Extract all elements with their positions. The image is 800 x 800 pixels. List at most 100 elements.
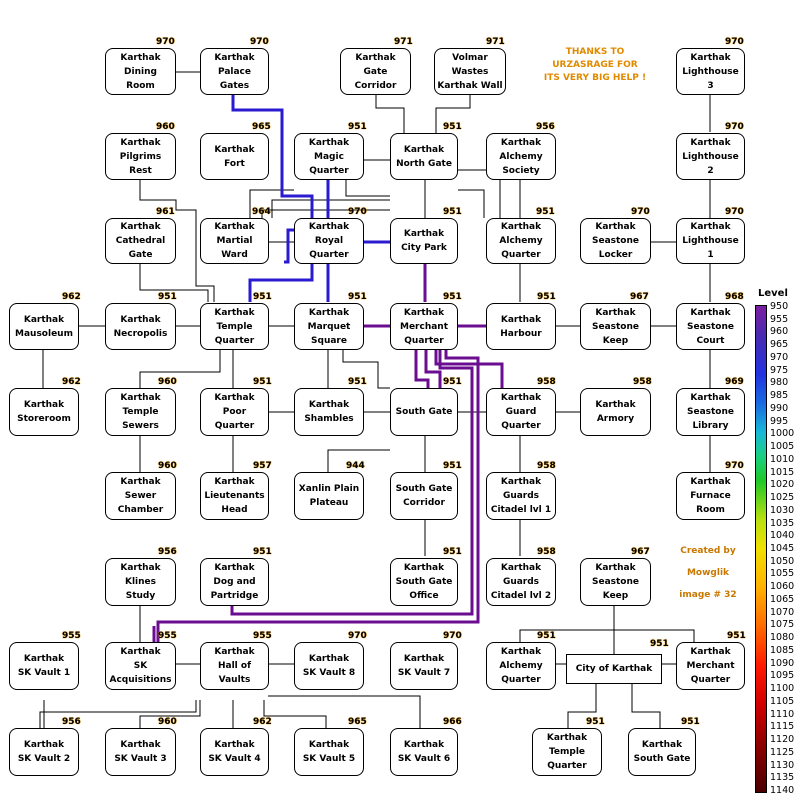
room-karthak-fort[interactable]: Karthak Fort bbox=[200, 133, 269, 180]
room-level-label: 951 bbox=[253, 547, 272, 557]
room-level-label: 965 bbox=[252, 122, 271, 132]
legend-tick-label: 1015 bbox=[770, 466, 795, 478]
room-karthak-lieutenants-head[interactable]: Karthak Lieutenants Head bbox=[200, 472, 269, 520]
legend-tick-label: 1135 bbox=[770, 772, 795, 784]
legend-tick-label: 1030 bbox=[770, 504, 795, 516]
room-level-label: 958 bbox=[537, 377, 556, 387]
room-karthak-alchemy-quarter[interactable]: Karthak Alchemy Quarter bbox=[486, 218, 556, 264]
room-karthak-seastone-keep-2[interactable]: Karthak Seastone Keep bbox=[580, 558, 651, 606]
legend-tick-label: 1040 bbox=[770, 530, 795, 542]
room-level-label: 955 bbox=[62, 631, 81, 641]
legend-tick-label: 1110 bbox=[770, 708, 795, 720]
room-level-label: 970 bbox=[725, 461, 744, 471]
room-karthak-seastone-library[interactable]: Karthak Seastone Library bbox=[676, 388, 745, 436]
room-karthak-furnace-room[interactable]: Karthak Furnace Room bbox=[676, 472, 745, 520]
room-volmar-wastes-karthak-wall[interactable]: Volmar Wastes Karthak Wall bbox=[434, 48, 506, 95]
room-karthak-gate-corridor[interactable]: Karthak Gate Corridor bbox=[340, 48, 411, 95]
legend-tick-label: 1065 bbox=[770, 593, 795, 605]
room-karthak-temple-quarter[interactable]: Karthak Temple Quarter bbox=[200, 303, 269, 350]
legend-tick-label: 1045 bbox=[770, 543, 795, 554]
room-south-gate[interactable]: South Gate bbox=[390, 388, 458, 436]
room-karthak-south-gate[interactable]: Karthak South Gate bbox=[628, 728, 696, 776]
room-xanlin-plain-plateau[interactable]: Xanlin Plain Plateau bbox=[294, 472, 364, 520]
room-level-label: 956 bbox=[158, 547, 177, 557]
room-karthak-temple-sewers[interactable]: Karthak Temple Sewers bbox=[105, 388, 176, 436]
room-karthak-guards-citadel-lvl-1[interactable]: Karthak Guards Citadel lvl 1 bbox=[486, 472, 556, 520]
room-level-label: 967 bbox=[631, 547, 650, 557]
room-karthak-harbour[interactable]: Karthak Harbour bbox=[486, 303, 556, 350]
room-karthak-sewer-chamber[interactable]: Karthak Sewer Chamber bbox=[105, 472, 176, 520]
room-karthak-hall-of-vaults[interactable]: Karthak Hall of Vaults bbox=[200, 642, 269, 690]
room-karthak-sk-vault-8[interactable]: Karthak SK Vault 8 bbox=[294, 642, 364, 690]
room-karthak-magic-quarter[interactable]: Karthak Magic Quarter bbox=[294, 133, 364, 180]
room-karthak-merchant-quarter[interactable]: Karthak Merchant Quarter bbox=[390, 303, 458, 350]
room-karthak-cathedral-gate[interactable]: Karthak Cathedral Gate bbox=[105, 218, 176, 264]
room-level-label: 951 bbox=[443, 377, 462, 387]
room-karthak-alchemy-quarter-2[interactable]: Karthak Alchemy Quarter bbox=[486, 642, 556, 690]
room-level-label: 944 bbox=[346, 461, 365, 471]
room-karthak-seastone-locker[interactable]: Karthak Seastone Locker bbox=[580, 218, 651, 264]
room-level-label: 951 bbox=[348, 377, 367, 387]
legend-tick-label: 1000 bbox=[770, 428, 795, 440]
room-karthak-city-park[interactable]: Karthak City Park bbox=[390, 218, 458, 264]
room-level-label: 951 bbox=[586, 717, 605, 727]
room-karthak-sk-vault-2[interactable]: Karthak SK Vault 2 bbox=[9, 728, 79, 776]
room-karthak-dog-and-partridge[interactable]: Karthak Dog and Partridge bbox=[200, 558, 269, 606]
legend-tick-label: 980 bbox=[770, 377, 789, 389]
room-karthak-martial-ward[interactable]: Karthak Martial Ward bbox=[200, 218, 269, 264]
room-karthak-dining-room[interactable]: Karthak Dining Room bbox=[105, 48, 176, 95]
legend-tick-label: 1050 bbox=[770, 555, 795, 567]
room-level-label: 951 bbox=[536, 207, 555, 217]
room-karthak-guards-citadel-lvl-2[interactable]: Karthak Guards Citadel lvl 2 bbox=[486, 558, 556, 606]
room-karthak-marquet-square[interactable]: Karthak Marquet Square bbox=[294, 303, 364, 350]
room-karthak-klines-study[interactable]: Karthak Klines Study bbox=[105, 558, 176, 606]
room-karthak-seastone-court[interactable]: Karthak Seastone Court bbox=[676, 303, 745, 350]
legend-tick-label: 995 bbox=[770, 415, 789, 427]
room-karthak-pilgrims-rest[interactable]: Karthak Pilgrims Rest bbox=[105, 133, 176, 180]
room-level-label: 968 bbox=[725, 292, 744, 302]
room-karthak-armory[interactable]: Karthak Armory bbox=[580, 388, 651, 436]
legend-tick-label: 985 bbox=[770, 390, 789, 402]
room-karthak-shambles[interactable]: Karthak Shambles bbox=[294, 388, 364, 436]
room-karthak-mausoleum[interactable]: Karthak Mausoleum bbox=[9, 303, 79, 350]
room-karthak-seastone-keep[interactable]: Karthak Seastone Keep bbox=[580, 303, 651, 350]
room-karthak-north-gate[interactable]: Karthak North Gate bbox=[390, 133, 458, 180]
room-karthak-lighthouse-1[interactable]: Karthak Lighthouse 1 bbox=[676, 218, 745, 264]
legend-tick-label: 1075 bbox=[770, 619, 795, 631]
room-karthak-sk-acquisitions[interactable]: Karthak SK Acquisitions bbox=[105, 642, 176, 690]
room-karthak-royal-quarter[interactable]: Karthak Royal Quarter bbox=[294, 218, 364, 264]
room-level-label: 970 bbox=[725, 37, 744, 47]
room-level-label: 967 bbox=[630, 292, 649, 302]
room-karthak-necropolis[interactable]: Karthak Necropolis bbox=[105, 303, 176, 350]
room-karthak-sk-vault-7[interactable]: Karthak SK Vault 7 bbox=[390, 642, 458, 690]
room-level-label: 951 bbox=[443, 122, 462, 132]
room-level-label: 970 bbox=[348, 207, 367, 217]
legend-tick-label: 965 bbox=[770, 339, 789, 351]
room-level-label: 970 bbox=[348, 631, 367, 641]
room-karthak-sk-vault-1[interactable]: Karthak SK Vault 1 bbox=[9, 642, 79, 690]
legend-tick-label: 1120 bbox=[770, 734, 795, 746]
room-city-of-karthak[interactable]: City of Karthak bbox=[566, 654, 662, 684]
room-karthak-lighthouse-3[interactable]: Karthak Lighthouse 3 bbox=[676, 48, 745, 95]
room-karthak-lighthouse-2[interactable]: Karthak Lighthouse 2 bbox=[676, 133, 745, 180]
room-karthak-merchant-quarter-2[interactable]: Karthak Merchant Quarter bbox=[676, 642, 745, 690]
room-karthak-sk-vault-6[interactable]: Karthak SK Vault 6 bbox=[390, 728, 458, 776]
room-south-gate-corridor[interactable]: South Gate Corridor bbox=[390, 472, 458, 520]
room-karthak-temple-quarter-2[interactable]: Karthak Temple Quarter bbox=[532, 728, 602, 776]
room-karthak-guard-quarter[interactable]: Karthak Guard Quarter bbox=[486, 388, 556, 436]
room-level-label: 951 bbox=[348, 292, 367, 302]
room-karthak-storeroom[interactable]: Karthak Storeroom bbox=[9, 388, 79, 436]
room-level-label: 951 bbox=[537, 292, 556, 302]
legend-tick-label: 1095 bbox=[770, 670, 795, 682]
room-karthak-poor-quarter[interactable]: Karthak Poor Quarter bbox=[200, 388, 269, 436]
room-level-label: 951 bbox=[443, 292, 462, 302]
room-karthak-south-gate-office[interactable]: Karthak South Gate Office bbox=[390, 558, 458, 606]
room-karthak-sk-vault-3[interactable]: Karthak SK Vault 3 bbox=[105, 728, 176, 776]
room-karthak-palace-gates[interactable]: Karthak Palace Gates bbox=[200, 48, 269, 95]
room-karthak-sk-vault-5[interactable]: Karthak SK Vault 5 bbox=[294, 728, 364, 776]
room-level-label: 960 bbox=[156, 122, 175, 132]
room-level-label: 955 bbox=[253, 631, 272, 641]
legend-title: Level bbox=[758, 288, 788, 299]
room-karthak-sk-vault-4[interactable]: Karthak SK Vault 4 bbox=[200, 728, 269, 776]
room-karthak-alchemy-society[interactable]: Karthak Alchemy Society bbox=[486, 133, 556, 180]
